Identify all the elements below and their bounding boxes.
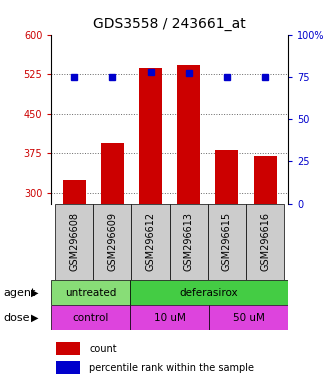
Bar [63, 180, 86, 204]
Bar [56, 361, 80, 374]
Text: count: count [89, 344, 117, 354]
Bar [177, 65, 200, 204]
Bar [254, 156, 276, 204]
Text: ▶: ▶ [31, 288, 38, 298]
Bar [130, 280, 288, 305]
Text: GSM296616: GSM296616 [260, 212, 270, 271]
Bar [169, 204, 208, 280]
Bar [101, 143, 124, 204]
Text: deferasirox: deferasirox [180, 288, 238, 298]
Bar [56, 342, 80, 355]
Text: ▶: ▶ [31, 313, 38, 323]
Text: GSM296613: GSM296613 [184, 212, 194, 271]
Text: dose: dose [3, 313, 30, 323]
Bar [55, 204, 93, 280]
Text: untreated: untreated [65, 288, 117, 298]
Text: 50 uM: 50 uM [233, 313, 264, 323]
Bar [131, 204, 169, 280]
Bar [51, 280, 130, 305]
Bar [209, 305, 288, 330]
Text: GSM296609: GSM296609 [107, 212, 118, 271]
Text: GSM296615: GSM296615 [222, 212, 232, 271]
Title: GDS3558 / 243661_at: GDS3558 / 243661_at [93, 17, 246, 31]
Bar [208, 204, 246, 280]
Text: GSM296612: GSM296612 [146, 212, 156, 271]
Text: GSM296608: GSM296608 [69, 212, 79, 271]
Bar [215, 150, 238, 204]
Text: control: control [72, 313, 109, 323]
Bar [246, 204, 284, 280]
Text: percentile rank within the sample: percentile rank within the sample [89, 363, 254, 373]
Bar [93, 204, 131, 280]
Bar [130, 305, 209, 330]
Bar [51, 305, 130, 330]
Text: agent: agent [3, 288, 36, 298]
Bar [139, 68, 162, 204]
Text: 10 uM: 10 uM [154, 313, 186, 323]
